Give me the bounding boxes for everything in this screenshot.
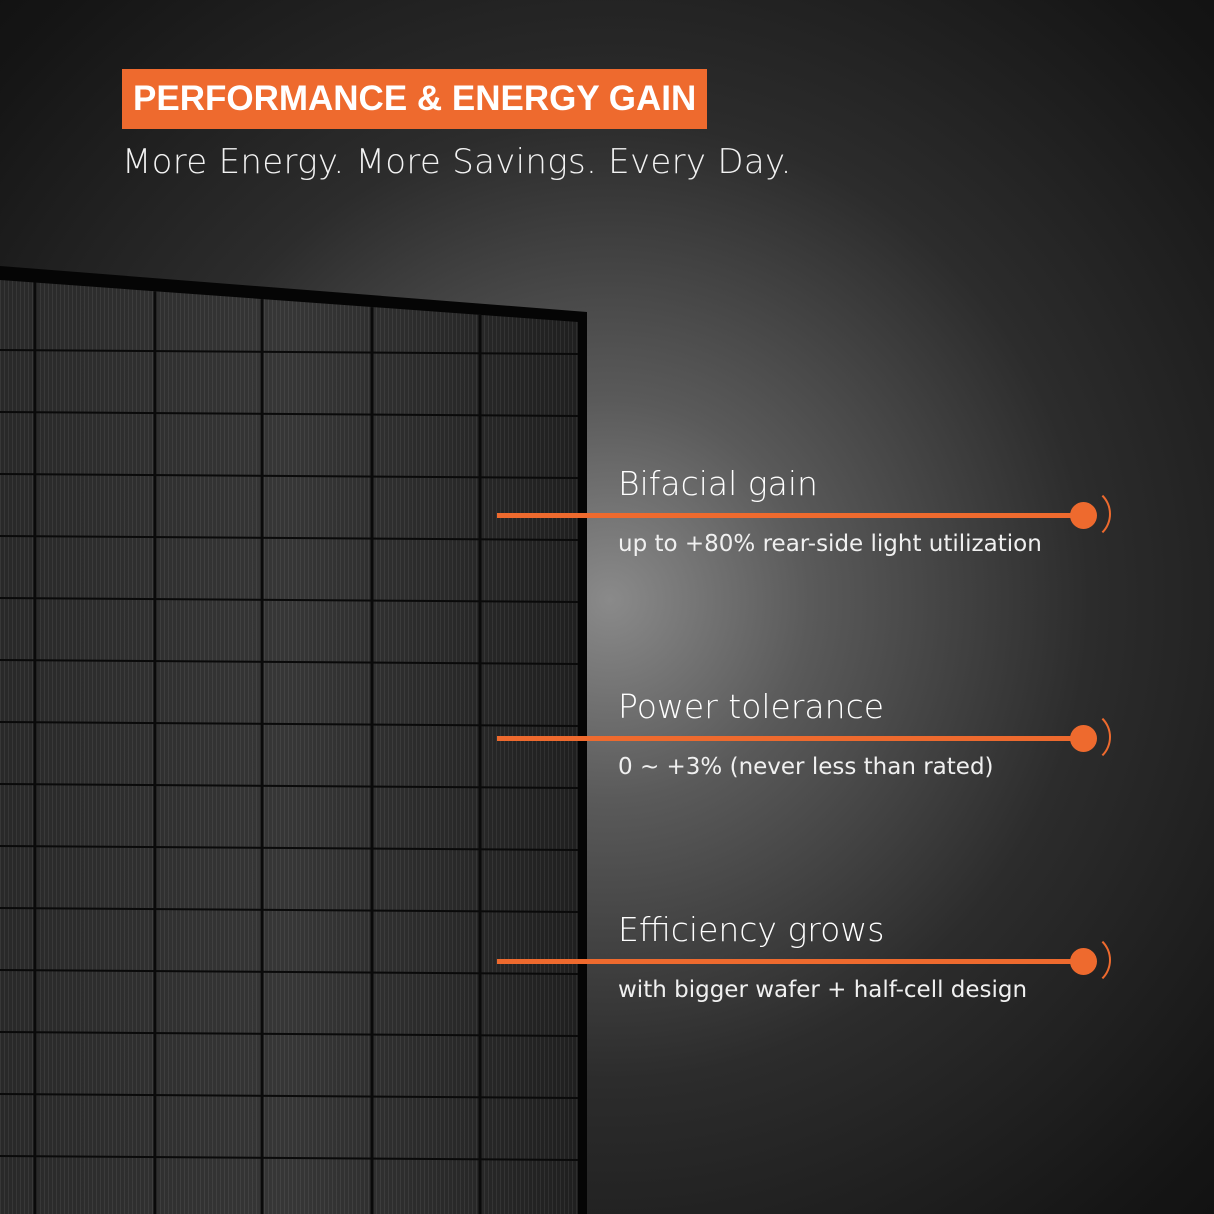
section-badge: PERFORMANCE & ENERGY GAIN — [122, 69, 708, 129]
panel-cell-divider — [0, 783, 579, 789]
panel-cell-divider — [0, 473, 579, 479]
callout-dot-icon — [1070, 502, 1097, 529]
panel-cell-divider — [0, 411, 579, 417]
callout-arc-icon — [1057, 933, 1111, 987]
panel-cell-divider — [0, 1093, 579, 1099]
page-subtitle: More Energy. More Savings. Every Day. — [122, 142, 792, 182]
callout-arc-icon — [1057, 710, 1111, 764]
panel-cell-divider — [0, 597, 579, 603]
callout-line — [497, 736, 1083, 741]
callout-arc-icon — [1057, 487, 1111, 541]
feature-title: Power tolerance — [618, 687, 885, 726]
feature-detail: 0 ~ +3% (never less than rated) — [618, 754, 994, 780]
feature-efficiency-grows: Efficiency grows with bigger wafer + hal… — [497, 910, 1137, 1030]
panel-cell-divider — [0, 1031, 579, 1037]
panel-cell-divider — [0, 349, 579, 355]
panel-cell-divider — [0, 1155, 579, 1161]
feature-detail: up to +80% rear-side light utilization — [618, 531, 1042, 557]
panel-cell-divider — [0, 535, 579, 541]
feature-bifacial-gain: Bifacial gain up to +80% rear-side light… — [497, 464, 1137, 584]
callout-dot-icon — [1070, 725, 1097, 752]
callout-line — [497, 959, 1083, 964]
panel-cell-divider — [0, 659, 579, 665]
panel-cell-divider — [0, 969, 579, 975]
panel-cell-divider — [0, 907, 579, 913]
callout-dot-icon — [1070, 948, 1097, 975]
panel-cell-divider — [0, 721, 579, 727]
feature-title: Efficiency grows — [618, 910, 885, 949]
feature-power-tolerance: Power tolerance 0 ~ +3% (never less than… — [497, 687, 1137, 807]
callout-line — [497, 513, 1083, 518]
feature-title: Bifacial gain — [618, 464, 818, 503]
feature-detail: with bigger wafer + half-cell design — [618, 977, 1028, 1003]
panel-cell-divider — [0, 845, 579, 851]
